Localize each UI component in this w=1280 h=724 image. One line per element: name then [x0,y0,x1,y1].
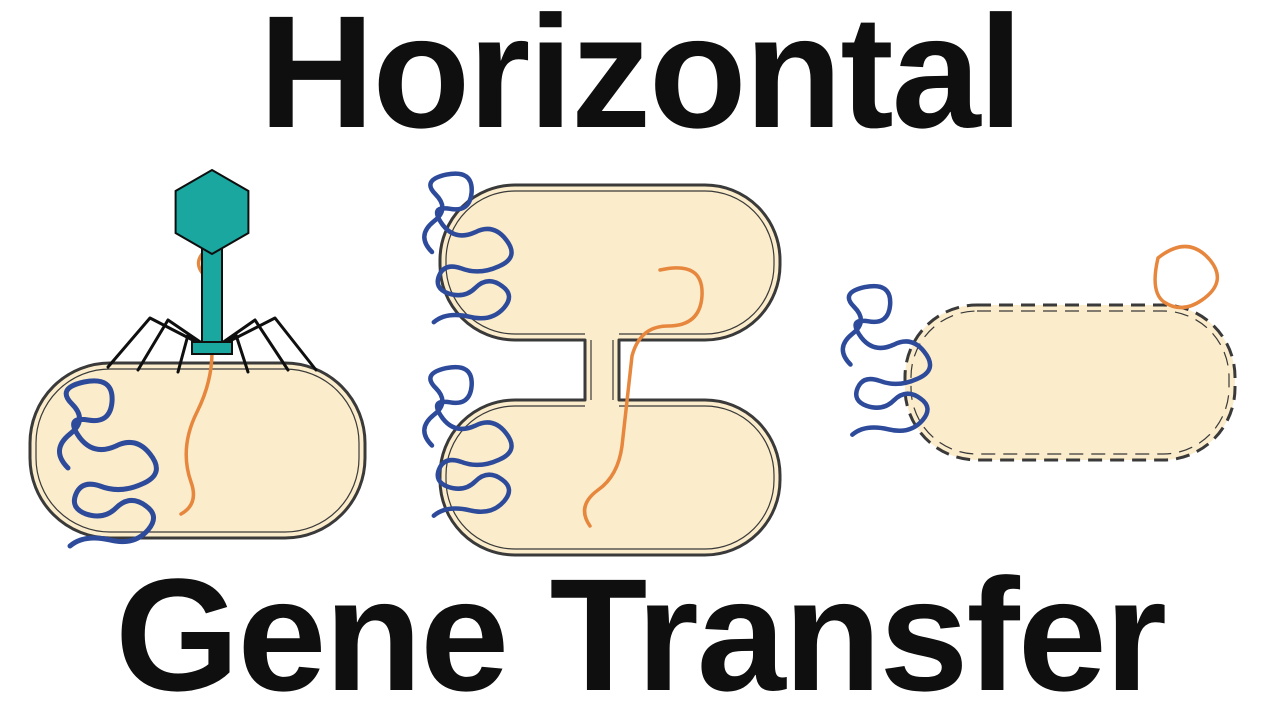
phage-tail [202,248,222,348]
diagram-scene [0,0,1280,720]
phage-baseplate [192,342,232,354]
transformation-cell [905,305,1235,460]
phage-head [176,170,249,254]
conjugation-cells [440,185,780,555]
free-dna [1155,246,1217,307]
